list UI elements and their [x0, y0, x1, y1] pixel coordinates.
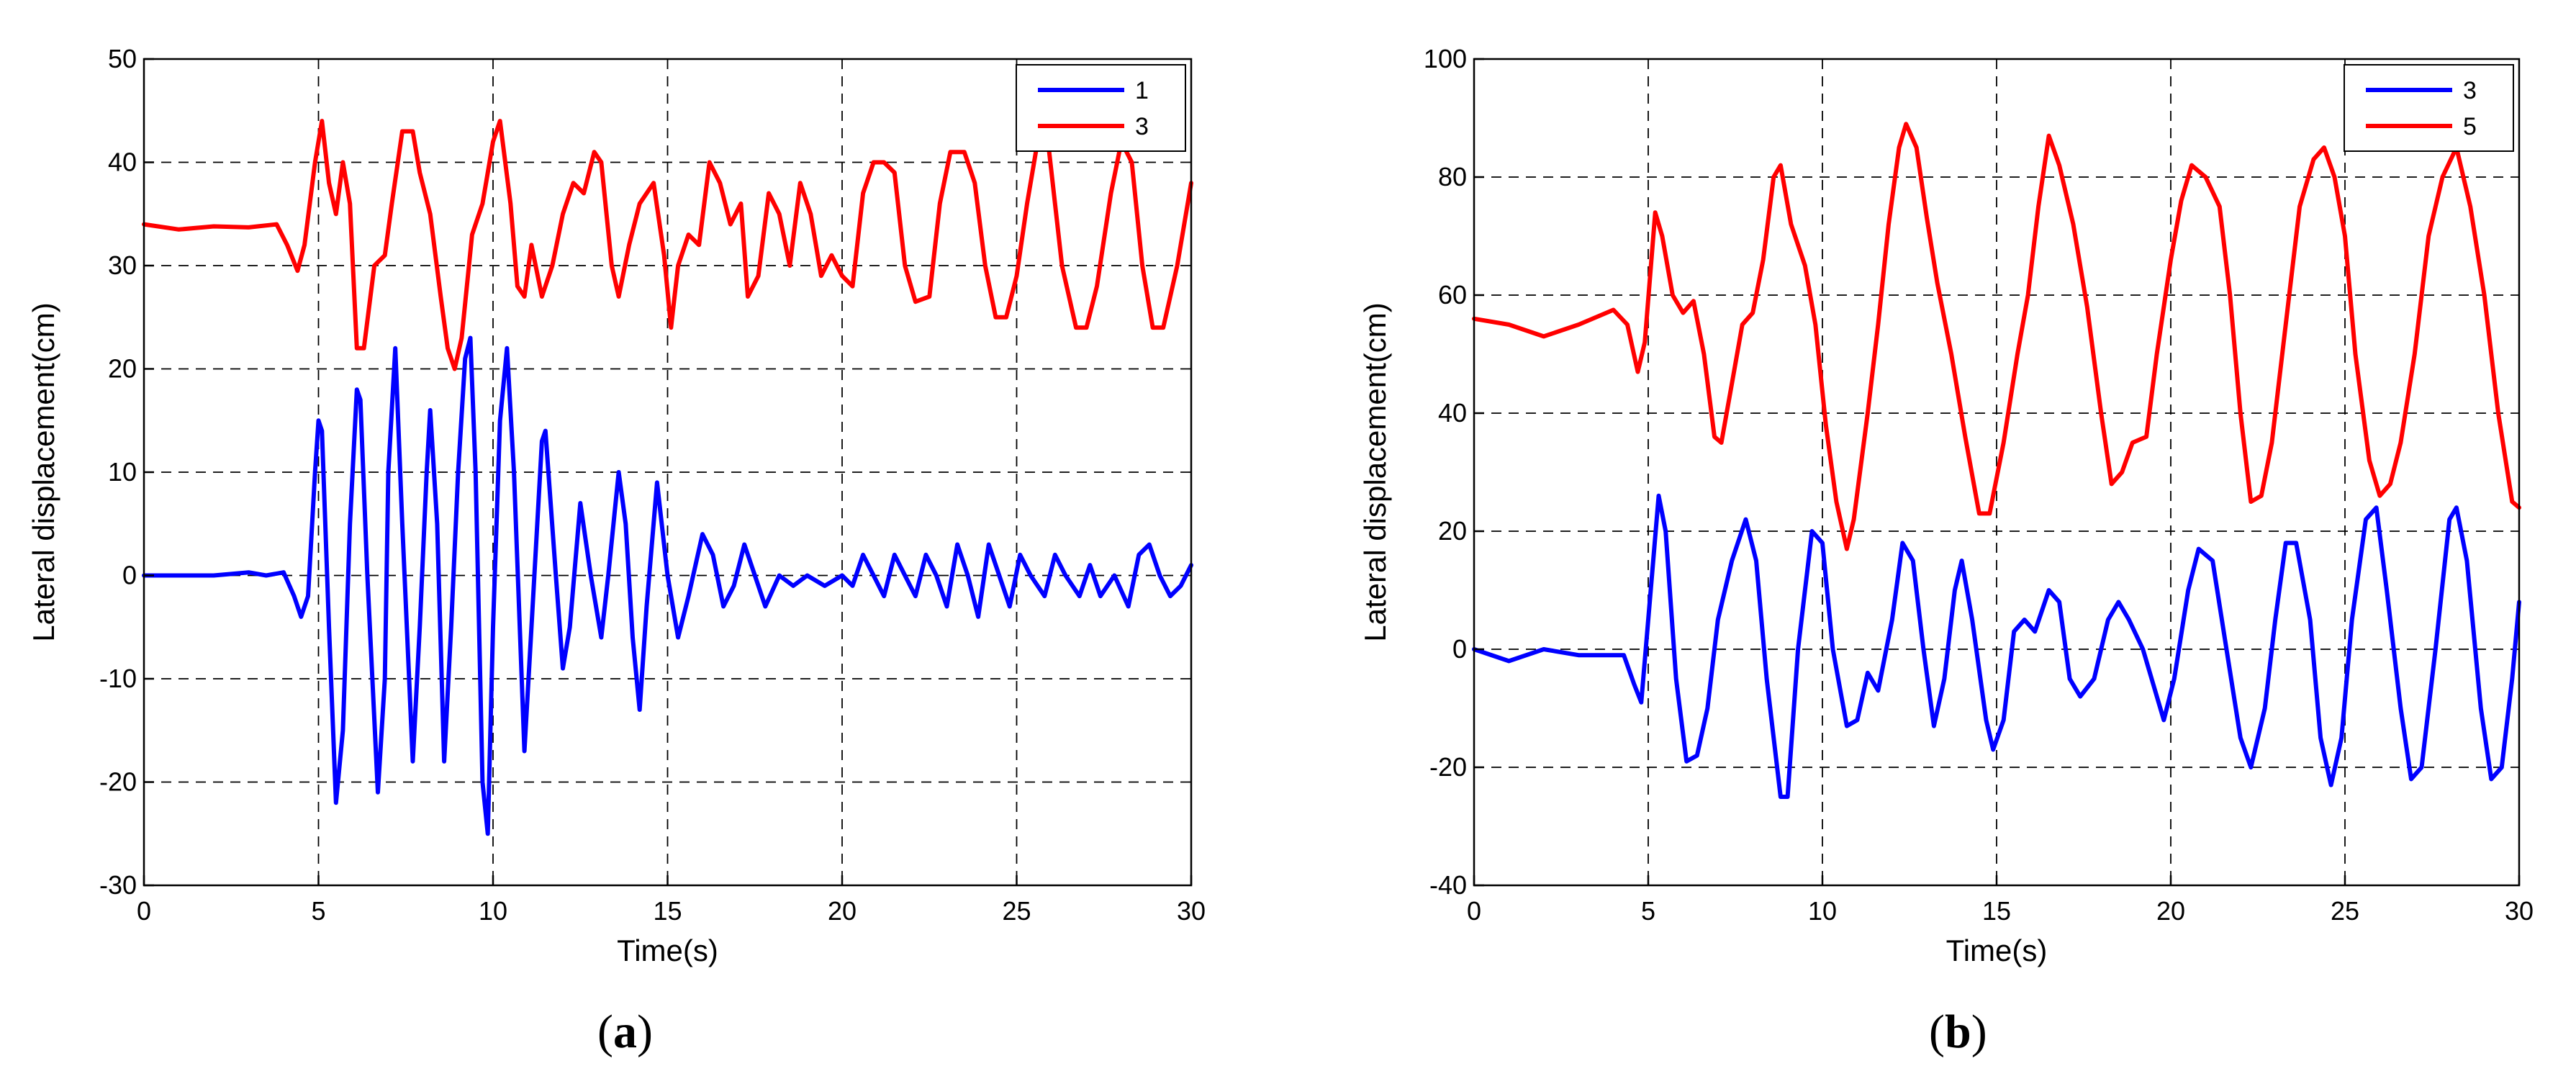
legend-entry-3: 3 — [1135, 113, 1149, 140]
x-tick-label: 5 — [311, 896, 325, 926]
series-line-3 — [1472, 493, 2521, 799]
legend-entry-1: 1 — [1135, 77, 1149, 104]
y-tick-label: 20 — [1438, 516, 1467, 546]
x-tick-label: 30 — [2505, 896, 2534, 926]
panel-b-plot: 0 5 10 15 20 25 30 -40 -20 0 20 40 60 80 100 Time(s) Lat… — [1358, 44, 2534, 1058]
x-tick-label: 0 — [1467, 896, 1481, 926]
y-tick-label: -20 — [99, 767, 137, 797]
y-tick-label: 0 — [122, 561, 137, 590]
y-axis-label: Lateral displacement(cm) — [1358, 302, 1392, 642]
y-tick-label: -30 — [99, 870, 137, 900]
series-line-5 — [1472, 122, 2521, 551]
y-tick-label: 30 — [108, 250, 137, 280]
y-tick-label: 50 — [108, 44, 137, 73]
x-tick-label: 20 — [2156, 896, 2185, 926]
legend: 35 — [2344, 64, 2514, 152]
y-tick-label: -10 — [99, 664, 137, 693]
panel-caption: (b) — [1929, 1006, 1987, 1058]
x-tick-label: 25 — [2331, 896, 2359, 926]
x-tick-label: 10 — [479, 896, 507, 926]
y-tick-label: 40 — [1438, 398, 1467, 428]
y-axis-label: Lateral displacement(cm) — [27, 302, 60, 642]
y-tick-label: 80 — [1438, 162, 1467, 191]
y-tick-label: 20 — [108, 354, 137, 384]
x-tick-label: 0 — [137, 896, 151, 926]
y-tick-label: -20 — [1429, 752, 1467, 782]
series-line-1 — [142, 335, 1193, 836]
legend: 13 — [1016, 64, 1186, 152]
y-tick-label: -40 — [1429, 870, 1467, 900]
legend-entry-5: 5 — [2463, 113, 2477, 140]
y-tick-label: 0 — [1452, 634, 1467, 664]
legend-box — [2344, 64, 2514, 152]
x-tick-label: 5 — [1641, 896, 1655, 926]
x-tick-label: 15 — [653, 896, 682, 926]
x-tick-label: 15 — [1982, 896, 2011, 926]
y-tick-label: 10 — [108, 457, 137, 487]
x-tick-label: 30 — [1177, 896, 1206, 926]
x-tick-label: 20 — [828, 896, 857, 926]
y-tick-label: 100 — [1424, 44, 1467, 73]
x-axis-label: Time(s) — [1946, 934, 2048, 967]
series-line-3 — [142, 119, 1193, 371]
y-tick-label: 60 — [1438, 280, 1467, 310]
panel-caption: (a) — [597, 1006, 653, 1058]
x-axis-label: Time(s) — [617, 934, 718, 967]
x-tick-label: 10 — [1808, 896, 1837, 926]
panel-a-plot: 0 5 10 15 20 25 30 -30 -20 -10 0 10 20 30 40 50 Time(s) L… — [27, 44, 1206, 1058]
x-tick-label: 25 — [1002, 896, 1031, 926]
legend-entry-3: 3 — [2463, 77, 2477, 104]
y-tick-label: 40 — [108, 148, 137, 177]
legend-box — [1016, 64, 1186, 152]
